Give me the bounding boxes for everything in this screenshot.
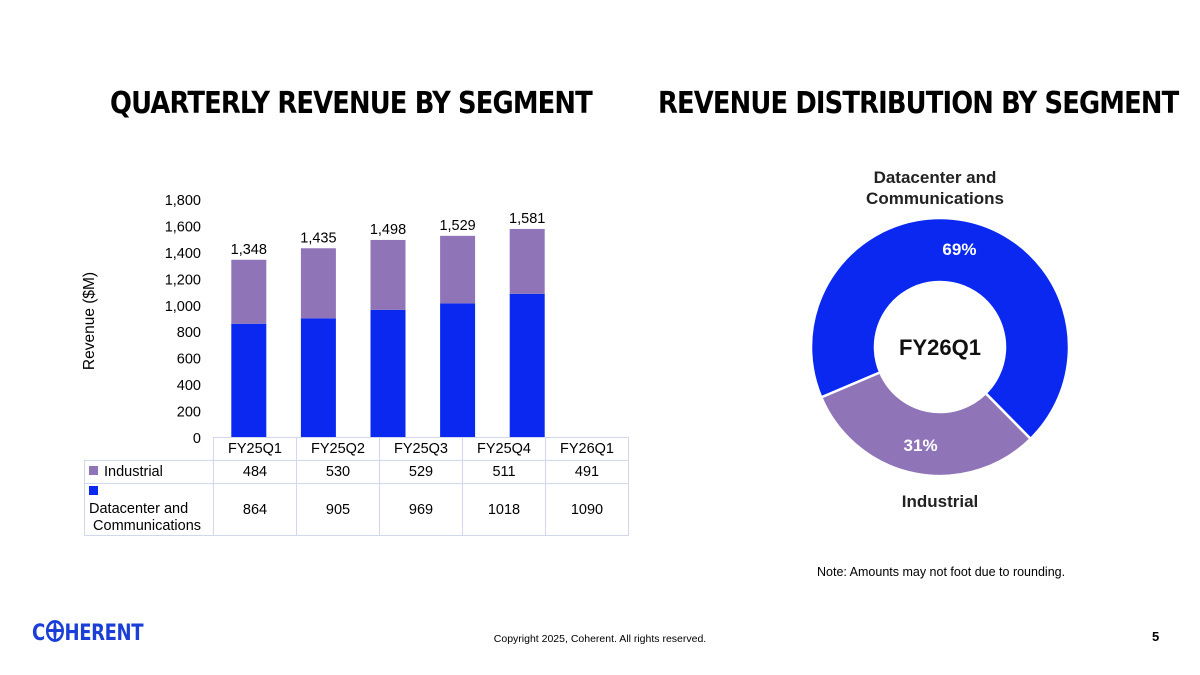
copyright-text: Copyright 2025, Coherent. All rights res…	[493, 633, 707, 645]
table-cell-industrial: 511	[462, 460, 546, 484]
y-tick-label: 1,600	[165, 219, 201, 235]
bar-industrial	[231, 259, 267, 324]
legend-industrial: Industrial	[84, 460, 214, 484]
donut-label-datacenter: Datacenter and Communications	[866, 168, 1004, 208]
rounding-note: Note: Amounts may not foot due to roundi…	[817, 565, 1066, 579]
bar-industrial	[300, 248, 336, 319]
bar-total-label: 1,498	[370, 222, 406, 238]
table-cell-datacenter: 1090	[545, 483, 629, 536]
bar-datacenter	[300, 318, 336, 438]
table-header-row: FY25Q1 FY25Q2 FY25Q3 FY25Q4 FY26Q1	[84, 437, 629, 461]
bar-total-label: 1,581	[509, 211, 545, 227]
x-tick-label: FY25Q4	[462, 437, 546, 461]
globe-icon	[45, 620, 64, 642]
x-tick-label: FY25Q2	[296, 437, 380, 461]
x-tick-label: FY26Q1	[545, 437, 629, 461]
donut-chart: 69% 31% FY26Q1	[809, 216, 1071, 478]
donut-slice-datacenter	[809, 216, 1071, 441]
donut-percent-label: 31%	[904, 436, 938, 455]
y-tick-label: 1,800	[165, 193, 201, 209]
table-cell-industrial: 530	[296, 460, 380, 484]
x-tick-label: FY25Q3	[379, 437, 463, 461]
x-tick-label: FY25Q1	[213, 437, 297, 461]
donut-slice-industrial	[819, 370, 1033, 478]
table-row-datacenter: Datacenter and Communications 864 905 969 1…	[84, 483, 629, 536]
logo-text-end: HERENT	[64, 621, 144, 646]
bar-chart-title: QUARTERLY REVENUE BY SEGMENT	[110, 86, 593, 121]
y-tick-label: 400	[177, 378, 201, 394]
table-corner	[84, 437, 214, 461]
stacked-bar-chart: 02004006008001,0001,2001,4001,6001,800Re…	[81, 193, 545, 445]
legend-label-datacenter: Datacenter and Communications	[89, 501, 202, 534]
bar-industrial	[509, 228, 545, 294]
y-tick-label: 1,000	[165, 299, 201, 315]
y-tick-label: 600	[177, 352, 201, 368]
legend-swatch-datacenter	[89, 486, 98, 495]
bar-total-label: 1,348	[231, 242, 267, 258]
table-cell-industrial: 529	[379, 460, 463, 484]
donut-percent-label: 69%	[942, 240, 976, 259]
bar-total-label: 1,529	[439, 218, 475, 234]
table-cell-datacenter: 905	[296, 483, 380, 536]
table-cell-datacenter: 864	[213, 483, 297, 536]
bar-datacenter	[231, 323, 267, 438]
bar-industrial	[370, 239, 406, 310]
copyright: Copyright 2025, Coherent. All rights res…	[0, 633, 1200, 645]
table-cell-datacenter: 1018	[462, 483, 546, 536]
donut-center-label: FY26Q1	[899, 335, 981, 360]
logo-text-start: C	[32, 621, 45, 646]
y-tick-label: 1,200	[165, 272, 201, 288]
donut-label-industrial: Industrial	[901, 492, 979, 511]
table-cell-industrial: 484	[213, 460, 297, 484]
legend-swatch-industrial	[89, 465, 98, 475]
legend-datacenter: Datacenter and Communications	[84, 483, 214, 536]
bar-datacenter	[509, 293, 545, 438]
donut-chart-title: REVENUE DISTRIBUTION BY SEGMENT	[658, 86, 1179, 121]
page-number: 5	[1152, 629, 1160, 644]
table-cell-datacenter: 969	[379, 483, 463, 536]
y-tick-label: 1,400	[165, 246, 201, 262]
y-axis-label: Revenue ($M)	[81, 272, 98, 370]
y-tick-label: 800	[177, 325, 201, 341]
coherent-logo: C HERENT	[32, 620, 144, 646]
bar-industrial	[440, 235, 476, 304]
table-row-industrial: Industrial 484 530 529 511 491	[84, 460, 629, 484]
table-cell-industrial: 491	[545, 460, 629, 484]
legend-label-industrial: Industrial	[104, 463, 163, 480]
bar-datacenter	[440, 303, 476, 438]
bar-datacenter	[370, 309, 406, 438]
revenue-data-table: FY25Q1 FY25Q2 FY25Q3 FY25Q4 FY26Q1 Industria…	[84, 437, 629, 536]
bar-total-label: 1,435	[300, 230, 336, 246]
y-tick-label: 200	[177, 405, 201, 421]
